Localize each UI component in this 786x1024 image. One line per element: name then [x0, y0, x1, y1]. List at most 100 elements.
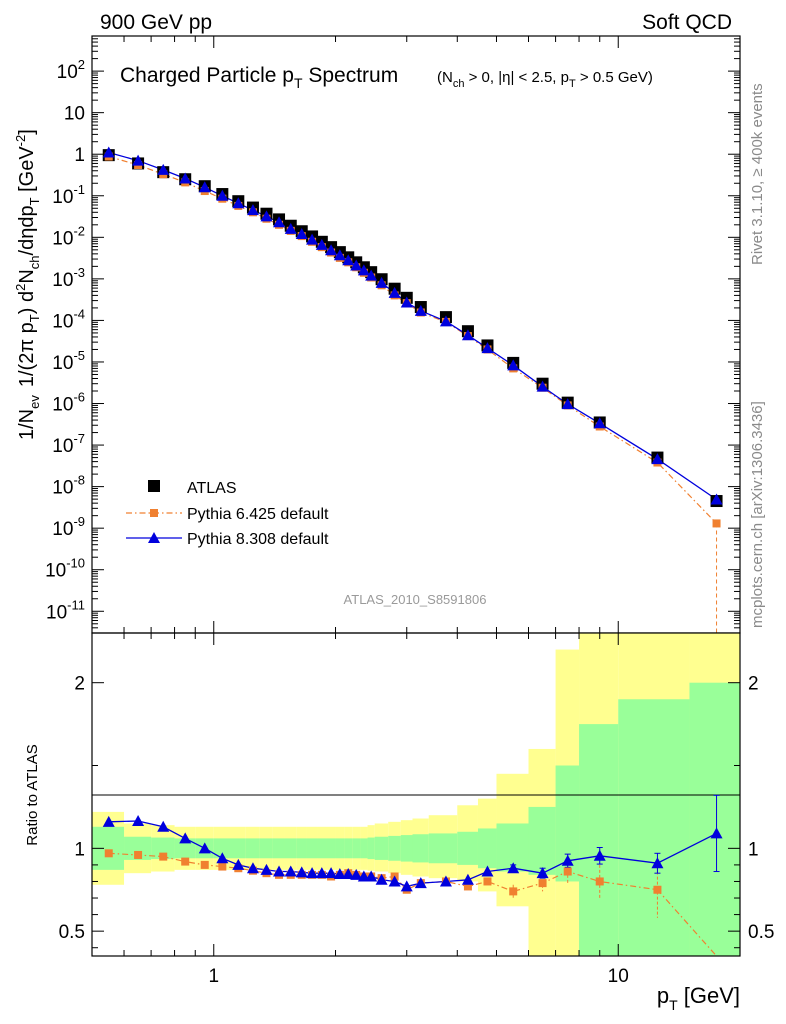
data-point-pythia8: [536, 380, 549, 392]
data-point-pythia8: [315, 238, 328, 250]
ratio-point-pythia6: [509, 887, 518, 896]
ratio-point-pythia8: [593, 849, 606, 861]
ratio-band-green: [367, 837, 375, 860]
ratio-point-pythia6: [653, 885, 662, 894]
y-tick-label: 10-6: [52, 390, 85, 416]
ratio-point-pythia6: [538, 879, 547, 888]
legend-marker-pythia8: [148, 532, 160, 543]
ratio-point-pythia8: [315, 867, 328, 879]
svg-text:1/Nev1/(2π pT) d2Nch/dηdpT [G: 1/Nev1/(2π pT) d2Nch/dηdpT [GeV-2]: [13, 129, 42, 440]
ratio-point-pythia8: [273, 865, 286, 877]
ratio-band-green: [151, 837, 175, 860]
ratio-band-green: [496, 823, 529, 872]
svg-text:mcplots.cern.ch [arXiv:1306.34: mcplots.cern.ch [arXiv:1306.3436]: [749, 401, 766, 628]
ratio-point-pythia8: [651, 857, 664, 869]
y-tick-label: 10-10: [45, 556, 85, 582]
ratio-point-pythia8: [439, 875, 452, 887]
data-point-pythia8: [651, 453, 664, 465]
ratio-y-tick-label-left: 2: [74, 674, 85, 695]
svg-text:Rivet 3.1.10, ≥ 400k events: Rivet 3.1.10, ≥ 400k events: [749, 83, 766, 265]
y-tick-label: 10-1: [52, 182, 85, 208]
ratio-band-green: [374, 836, 389, 860]
ratio-y-tick-label-right: 2: [748, 674, 759, 695]
data-point-pythia8: [365, 269, 378, 281]
ratio-point-pythia8: [333, 868, 346, 880]
ratio-point-pythia6: [595, 877, 604, 886]
y-tick-label: 10-2: [52, 223, 85, 249]
ratio-panel: 0.5 0.5 1 1 2 2 1 10: [59, 632, 774, 987]
y-tick-label: 10: [64, 104, 85, 125]
ratio-point-pythia8: [710, 827, 723, 839]
data-point-pythia8: [342, 254, 355, 266]
main-ylabel: 1/Nev1/(2π pT) d2Nch/dηdpT [GeV-2]: [13, 129, 42, 440]
ratio-point-pythia8: [461, 873, 474, 885]
legend-marker-pythia6: [150, 509, 158, 517]
ratio-band-green: [618, 699, 690, 956]
series-line-pythia8: [108, 151, 717, 501]
ratio-point-pythia8: [198, 842, 211, 854]
ratio-point-pythia6: [134, 850, 143, 859]
main-panel: 102 10 1 10-1 10-2 10-3 10-4 10-5 10-6 10-7 10-8 10…: [45, 35, 741, 634]
data-point-pythia8: [232, 197, 245, 209]
ratio-panel-frame: [91, 632, 741, 957]
ratio-point-pythia8: [306, 867, 319, 879]
ratio-band-green: [400, 835, 413, 862]
ratio-point-pythia8: [284, 865, 297, 877]
ratio-point-pythia8: [325, 867, 338, 879]
ratio-band-green: [360, 838, 368, 859]
ratio-band-green: [428, 833, 458, 864]
legend-label-atlas: ATLAS: [187, 480, 237, 497]
ratio-point-pythia6: [200, 860, 209, 869]
data-point-pythia8: [132, 154, 145, 166]
data-point-pythia8: [198, 181, 211, 193]
ratio-point-pythia8: [414, 877, 427, 889]
data-point-pythia8: [350, 259, 363, 271]
ratio-line-pythia6: [108, 852, 717, 957]
ratio-point-pythia8: [102, 815, 115, 827]
ratio-band-green: [528, 806, 556, 875]
ratio-band-green: [245, 838, 260, 859]
ratio-point-pythia6: [181, 857, 190, 866]
y-tick-label: 10-9: [52, 514, 85, 540]
ratio-ylabel: Ratio to ATLAS: [24, 744, 41, 845]
ratio-point-pythia8: [536, 867, 549, 879]
y-tick-label: 1: [74, 145, 85, 166]
y-tick-label: 10-3: [52, 265, 85, 291]
ratio-band-green: [124, 836, 152, 860]
y-tick-label: 102: [57, 57, 85, 83]
y-tick-label: 10-4: [52, 306, 85, 332]
ratio-point-pythia6: [218, 862, 227, 871]
ratio-point-pythia8: [365, 870, 378, 882]
svg-text:Ratio to ATLAS: Ratio to ATLAS: [24, 744, 41, 845]
series-line-pythia6: [108, 155, 717, 524]
ratio-point-pythia8: [400, 880, 413, 892]
data-point-pythia8: [357, 264, 370, 276]
ratio-point-pythia6: [463, 882, 472, 891]
ratio-band-green: [317, 838, 327, 859]
data-point-pythia8: [375, 276, 388, 288]
main-title-condition: (Nch > 0, |η| < 2.5, pT > 0.5 GeV): [437, 69, 653, 90]
y-tick-label: 10-8: [52, 473, 85, 499]
ratio-point-pythia6: [483, 877, 492, 886]
data-point-pythia8: [284, 222, 297, 234]
ratio-band-green: [689, 682, 740, 956]
ratio-point-pythia8: [481, 865, 494, 877]
data-point-pythia8: [157, 163, 170, 175]
data-point-pythia8: [306, 233, 319, 245]
ratio-point-pythia8: [507, 862, 520, 874]
data-point-pythia8: [216, 189, 229, 201]
y-tick-label: 10-5: [52, 348, 85, 374]
ratio-y-tick-label-right: 1: [748, 839, 759, 860]
x-tick-label: 10: [608, 966, 629, 987]
data-point-pythia8: [593, 417, 606, 429]
analysis-id: ATLAS_2010_S8591806: [344, 592, 487, 607]
ratio-xlabel: pT [GeV]: [657, 983, 740, 1013]
data-point-pythia8: [414, 304, 427, 316]
data-point-pythia8: [325, 244, 338, 256]
ratio-point-pythia8: [561, 854, 574, 866]
data-point-pythia8: [179, 172, 192, 184]
ratio-band-green: [457, 831, 478, 865]
data-point-pythia8: [439, 315, 452, 327]
data-point-pythia8: [246, 204, 259, 216]
